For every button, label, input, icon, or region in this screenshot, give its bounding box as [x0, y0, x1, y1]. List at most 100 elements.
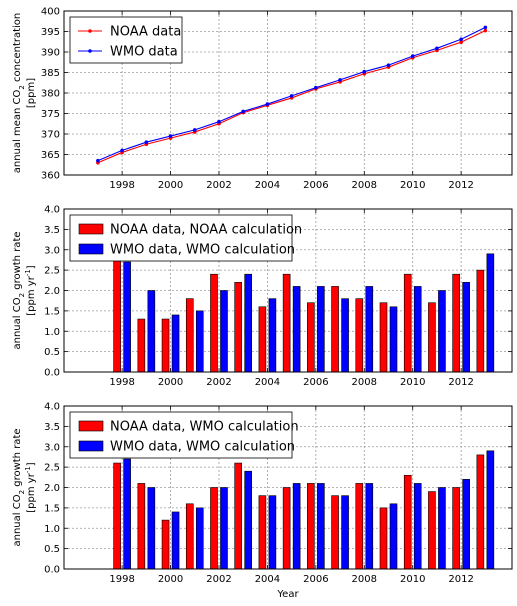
legend-label-1: NOAA data — [110, 25, 181, 40]
bar-series-2 — [413, 483, 422, 570]
y-axis-unit-part: [ppm yr — [26, 472, 37, 512]
bar-series-2 — [220, 487, 228, 570]
legend-label-2: WMO data, WMO calculation — [110, 243, 295, 258]
bar-series-2 — [317, 483, 325, 570]
data-point — [265, 102, 270, 106]
bar-series-2 — [147, 487, 156, 570]
y-axis-unit-label: [ppm yr-1] — [24, 462, 37, 513]
legend-label-2: WMO data — [110, 45, 178, 60]
bar-series-1 — [282, 487, 291, 570]
bar-series-2 — [438, 290, 446, 373]
bar-series-1 — [258, 495, 267, 570]
y-tick-label: 4.0 — [44, 402, 60, 413]
bar-series-2 — [220, 290, 228, 373]
chart-panel-2: 1998 2000 2002 2004 2006 2008 2010 2012 0.0 0.5 1.… — [12, 205, 513, 388]
y-axis-unit-part: [ppm] — [26, 78, 37, 108]
bar-series-1 — [234, 462, 242, 570]
y-axis-label-subscript: 2 — [18, 293, 26, 297]
y-tick-label: 390 — [41, 48, 60, 59]
x-tick-label: 2004 — [255, 377, 280, 388]
bar-series-2 — [195, 310, 204, 373]
x-tick-label: 2012 — [448, 377, 473, 388]
data-point — [459, 37, 463, 42]
bar-series-2 — [341, 495, 349, 570]
y-axis-label-part: annual CO — [12, 494, 23, 546]
bar-series-2 — [123, 458, 131, 570]
bar-series-1 — [258, 306, 267, 373]
y-tick-label: 1.5 — [44, 503, 60, 514]
x-tick-label: 2008 — [352, 574, 377, 585]
y-tick-label: 1.0 — [44, 524, 60, 535]
bar-series-1 — [403, 474, 412, 570]
data-point — [362, 69, 367, 74]
y-tick-label: 0.0 — [44, 565, 60, 576]
bar-series-1 — [476, 454, 485, 570]
y-axis-label: annual mean CO2 concentration — [12, 13, 26, 174]
bar-series-2 — [389, 306, 398, 373]
y-axis-label-part: concentration — [12, 13, 23, 85]
x-tick-label: 2004 — [255, 574, 280, 585]
bar-series-1 — [379, 302, 388, 373]
y-axis-unit-label: [ppm yr-1] — [24, 265, 37, 316]
bar-series-2 — [486, 253, 495, 373]
bar-series-2 — [244, 273, 252, 373]
bar-series-1 — [210, 273, 218, 373]
y-axis-label-subscript: 2 — [18, 490, 26, 494]
bar-series-1 — [185, 298, 194, 373]
x-tick-label: 2000 — [158, 377, 183, 388]
bar-series-2 — [462, 282, 470, 373]
y-tick-label: 4.0 — [44, 205, 60, 216]
data-point — [241, 109, 245, 114]
x-tick-label: 2006 — [303, 574, 328, 585]
bar-series-2 — [486, 450, 495, 570]
x-tick-label: 2006 — [303, 180, 328, 191]
legend-frame — [69, 411, 293, 459]
x-tick-label: 2000 — [158, 574, 183, 585]
y-tick-label: 400 — [41, 7, 60, 18]
legend: NOAA data, NOAA calculation WMO data, WMO… — [69, 214, 302, 262]
y-axis-unit-superscript: -1 — [24, 466, 32, 473]
y-axis-unit-part: ] — [26, 462, 37, 466]
legend-swatch-2 — [78, 243, 104, 255]
x-axis-label: Year — [276, 589, 299, 600]
bar-series-2 — [123, 261, 131, 373]
x-tick-label: 2004 — [255, 180, 280, 191]
bar-series-1 — [307, 483, 315, 570]
y-tick-label: 3.5 — [44, 422, 60, 433]
y-tick-label: 2.0 — [44, 483, 60, 494]
y-tick-label: 2.5 — [44, 463, 60, 474]
y-tick-label: 1.5 — [44, 306, 60, 317]
data-point — [483, 28, 488, 33]
bar-series-2 — [147, 290, 156, 373]
bar-series-1 — [185, 503, 194, 570]
chart-panel-1: 1998 2000 2002 2004 2006 2008 2010 2012 360 365 37… — [12, 7, 513, 191]
bar-series-1 — [161, 519, 170, 570]
legend-swatch-1 — [78, 420, 104, 432]
bar-series-1 — [113, 462, 121, 570]
legend: NOAA data, WMO calculation WMO data, WMO … — [69, 411, 299, 459]
y-axis-unit-part: ] — [26, 265, 37, 269]
data-point — [289, 94, 294, 98]
x-tick-label: 2012 — [448, 574, 473, 585]
y-tick-label: 375 — [41, 109, 60, 120]
x-tick-label: 2006 — [303, 377, 328, 388]
legend-swatch-1 — [78, 223, 104, 235]
bar-series-1 — [331, 286, 339, 373]
data-point — [120, 148, 124, 153]
data-point — [338, 78, 342, 82]
y-tick-label: 3.0 — [44, 245, 60, 256]
y-tick-label: 360 — [41, 171, 60, 182]
data-point — [435, 46, 439, 51]
y-tick-label: 3.0 — [44, 442, 60, 453]
y-tick-label: 2.5 — [44, 266, 60, 277]
data-point — [459, 40, 463, 44]
y-tick-label: 0.0 — [44, 368, 60, 379]
bar-series-2 — [292, 286, 301, 373]
bar-series-2 — [171, 314, 180, 373]
bar-series-1 — [331, 495, 339, 570]
bar-series-1 — [282, 273, 291, 373]
y-axis-unit-part: [ppm yr — [26, 275, 37, 315]
legend-marker-2 — [88, 49, 92, 53]
legend-label-1: NOAA data, NOAA calculation — [110, 223, 302, 238]
